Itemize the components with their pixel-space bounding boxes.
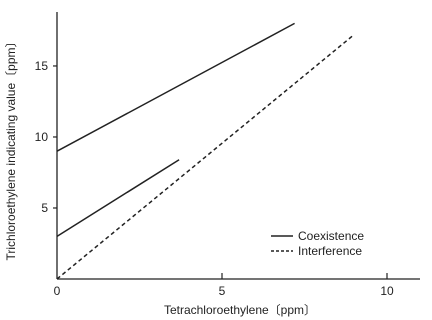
legend-label: Coexistence — [298, 229, 364, 243]
x-axis-title: Tetrachloroethylene〔ppm〕 — [164, 303, 316, 317]
series-group — [56, 22, 355, 280]
y-tick-label: 10 — [35, 130, 49, 144]
y-axis-title: Trichloroethylene indicating value〔ppm〕 — [4, 35, 18, 260]
y-tick-label: 15 — [35, 59, 49, 73]
series-line-unnamed-1 — [56, 159, 180, 238]
legend-label: Interference — [298, 244, 362, 258]
series-line-interference — [56, 34, 355, 280]
x-tick-label: 10 — [380, 284, 394, 298]
x-tick-label: 5 — [219, 284, 226, 298]
x-tick-label: 0 — [54, 284, 61, 298]
axis-ticks: 0 5 10 5 10 15 — [35, 59, 394, 298]
y-tick-label: 5 — [41, 201, 48, 215]
series-line-coexistence — [56, 22, 295, 152]
